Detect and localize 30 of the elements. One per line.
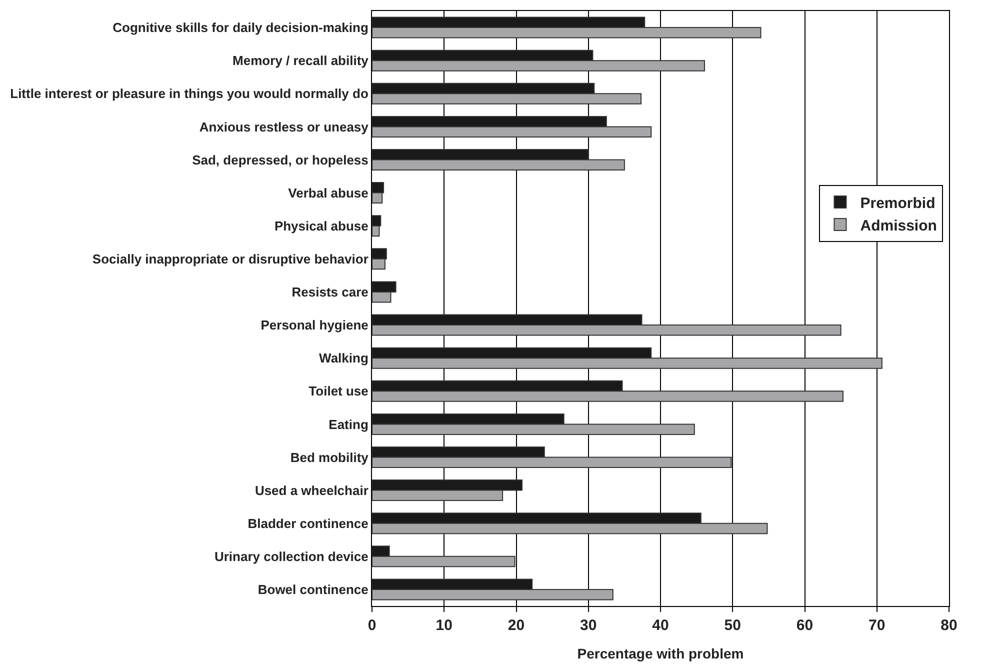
y-tick-label: Eating	[328, 416, 368, 432]
x-tick-label: 20	[508, 617, 525, 634]
y-tick-label: Memory / recall ability	[232, 53, 370, 68]
y-tick-label: Verbal abuse	[288, 185, 368, 200]
x-tick-label: 0	[368, 617, 376, 634]
y-tick-label: Bed mobility	[290, 450, 370, 465]
y-tick-label: Cognitive skills for daily decision-making	[112, 20, 368, 36]
y-tick-label: Socially inappropriate or disruptive behavior	[92, 251, 368, 266]
x-tick-label: 50	[724, 617, 741, 634]
y-tick-label: Bowel continence	[258, 582, 368, 598]
y-tick-label: Anxious restless or uneasy	[199, 119, 370, 134]
y-tick-label: Urinary collection device	[214, 548, 368, 564]
x-tick-label: 10	[436, 617, 452, 634]
x-tick-label: 40	[652, 617, 669, 634]
y-tick-label: Little interest or pleasure in things you would normally do	[10, 86, 368, 102]
x-axis-title: Percentage with problem	[577, 645, 744, 662]
legend-label: Admission	[860, 217, 937, 234]
y-tick-label: Bladder continence	[248, 516, 368, 531]
y-tick-label: Resists care	[292, 284, 368, 300]
y-tick-label: Toilet use	[308, 384, 368, 399]
y-tick-label: Used a wheelchair	[254, 482, 368, 498]
x-tick-label: 80	[940, 617, 958, 634]
x-tick-label: 70	[868, 617, 886, 634]
x-tick-label: 30	[580, 617, 597, 634]
legend-label: Premorbid	[860, 194, 936, 212]
y-tick-label: Sad, depressed, or hopeless	[192, 152, 368, 168]
y-tick-label: Walking	[319, 350, 368, 366]
y-tick-label: Physical abuse	[274, 218, 368, 234]
y-tick-label: Personal hygiene	[260, 318, 368, 333]
x-tick-label: 60	[796, 617, 814, 634]
